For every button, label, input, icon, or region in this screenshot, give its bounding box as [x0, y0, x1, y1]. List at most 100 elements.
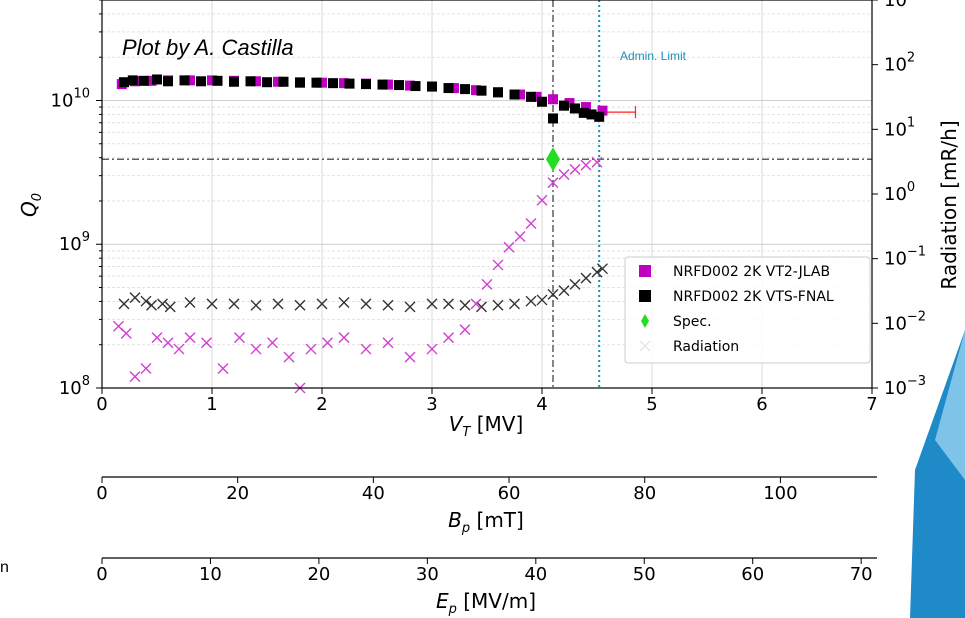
- jlab-point: [531, 91, 542, 102]
- fnal-point: [344, 78, 355, 89]
- secondary-axis-tick-label: 10: [199, 564, 222, 585]
- x-axis-title: VT [MV]: [449, 412, 524, 440]
- radiation-point: [426, 343, 438, 355]
- secondary-axis-tick-label: 40: [524, 564, 547, 585]
- radiation-point: [547, 288, 559, 300]
- fnal-point: [262, 77, 272, 88]
- secondary-axis-tick-label: 40: [362, 483, 385, 504]
- radiation-point: [305, 343, 317, 355]
- x-tick-label: 2: [316, 394, 327, 415]
- jlab-point: [251, 76, 261, 87]
- radiation-point: [481, 278, 493, 290]
- radiation-point: [476, 301, 487, 313]
- fnal-point: [460, 84, 470, 95]
- radiation-point: [360, 298, 372, 310]
- y-right-tick-label: 10−2: [884, 309, 926, 334]
- cropped-text-fragment: n: [0, 559, 9, 576]
- radiation-point: [558, 169, 570, 181]
- legend-marker-diamond: [641, 314, 649, 328]
- y-right-tick-label: 10−1: [884, 245, 926, 270]
- radiation-point: [525, 217, 537, 229]
- secondary-axis-tick-label: 0: [96, 564, 107, 585]
- y-axis-title-right: Radiation [mR/h]: [937, 120, 961, 289]
- radiation-point: [267, 337, 278, 349]
- fnal-point: [427, 81, 437, 92]
- radiation-point: [283, 351, 295, 363]
- legend-marker-square: [639, 265, 651, 277]
- legend-label: NRFD002 2K VTS-FNAL: [673, 289, 834, 305]
- radiation-point: [569, 278, 581, 290]
- y-right-tick-label: 101: [884, 115, 915, 140]
- secondary-axis-tick-label: 100: [763, 483, 797, 504]
- radiation-point: [201, 337, 212, 349]
- y-right-tick-label: 100: [884, 180, 915, 205]
- radiation-point: [426, 298, 438, 310]
- radiation-point: [129, 371, 141, 383]
- radiation-point: [558, 285, 570, 297]
- fnal-point: [537, 96, 547, 107]
- radiation-point: [591, 266, 603, 278]
- jlab-point: [317, 77, 327, 88]
- legend-label: Radiation: [673, 339, 739, 355]
- radiation-point: [536, 294, 548, 306]
- plot-credit: Plot by A. Castilla: [122, 35, 294, 60]
- fnal-point: [278, 76, 289, 87]
- fnal-point: [328, 78, 338, 89]
- jlab-point: [597, 105, 608, 116]
- legend: NRFD002 2K VT2-JLAB NRFD002 2K VTS-FNAL Sp…: [624, 256, 871, 364]
- secondary-axis-tick-label: 30: [416, 564, 439, 585]
- y-right-tick-label: 10−3: [884, 374, 926, 399]
- radiation-point: [597, 263, 608, 275]
- radiation-point: [382, 299, 394, 311]
- radiation-point: [459, 299, 471, 311]
- axes: 0 1 2 3 4 5 6 7108109101010−310−210−11001011021…: [51, 0, 926, 585]
- radiation-point: [151, 332, 163, 344]
- radiation-point: [140, 363, 152, 375]
- secondary-axis-tick-label: 70: [850, 564, 873, 585]
- secondary-axis-tick-label: 0: [96, 483, 107, 504]
- radiation-point: [338, 297, 350, 308]
- radiation-point: [228, 298, 240, 310]
- bp-axis-title: Bp [mT]: [448, 508, 524, 536]
- radiation-point: [443, 332, 454, 344]
- jlab-point: [185, 75, 195, 86]
- x-tick-label: 3: [426, 394, 437, 415]
- fnal-point: [311, 77, 322, 88]
- jlab-point: [273, 76, 283, 87]
- jlab-point: [383, 79, 393, 90]
- radiation-point: [157, 298, 168, 310]
- x-tick-label: 6: [756, 394, 767, 415]
- radiation-point: [338, 332, 350, 344]
- admin-limit-label: Admin. Limit: [620, 49, 687, 63]
- fnal-point: [594, 111, 605, 122]
- legend-marker-square: [639, 290, 651, 302]
- x-tick-label: 1: [206, 394, 217, 415]
- jlab-point: [581, 102, 591, 113]
- jlab-point: [339, 78, 349, 89]
- radiation-point: [206, 298, 218, 310]
- spec-point: [546, 147, 560, 172]
- radiation-point: [492, 259, 504, 271]
- radiation-point: [129, 292, 141, 304]
- secondary-axis-tick-label: 50: [633, 564, 656, 585]
- y-axis-title-left: Q0: [17, 193, 45, 217]
- radiation-point: [360, 343, 372, 355]
- fnal-point: [394, 80, 404, 91]
- slide-accent-highlight: [935, 330, 965, 480]
- jlab-point: [146, 75, 157, 86]
- radiation-point: [503, 241, 515, 253]
- radiation-point: [234, 332, 245, 344]
- radiation-point: [580, 159, 592, 171]
- legend-label: Spec.: [673, 314, 712, 330]
- fnal-point: [152, 74, 162, 85]
- ep-axis-title: Ep [MV/m]: [436, 589, 536, 617]
- x-tick-label: 5: [646, 394, 657, 415]
- fnal-point: [548, 113, 558, 124]
- fnal-point: [377, 79, 388, 90]
- radiation-point: [514, 231, 526, 243]
- radiation-point: [294, 299, 306, 311]
- fnal-point: [361, 79, 371, 90]
- jlab-point: [515, 89, 525, 100]
- fnal-point: [179, 75, 190, 86]
- fnal-point: [586, 109, 597, 120]
